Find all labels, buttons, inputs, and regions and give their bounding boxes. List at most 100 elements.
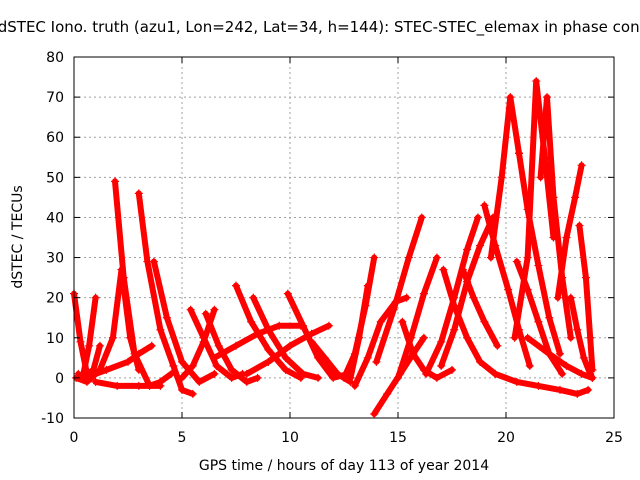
data-point (579, 353, 588, 362)
data-point (253, 373, 262, 382)
data-point (111, 177, 120, 186)
data-point (588, 365, 597, 374)
series-arc-9 (178, 305, 219, 382)
series-arc-13 (249, 293, 323, 382)
y-axis-label-wrap: dSTEC / TECUs (10, 185, 26, 288)
data-point (102, 365, 111, 374)
data-point (402, 293, 411, 302)
series-line (576, 222, 596, 373)
data-point (188, 361, 197, 370)
data-point (363, 281, 372, 290)
data-point (149, 257, 158, 266)
series-arc-30 (486, 93, 523, 262)
data-point (242, 377, 251, 386)
data-point (450, 325, 459, 334)
data-point (188, 389, 197, 398)
data-point (227, 365, 236, 374)
data-point (584, 385, 593, 394)
data-point (156, 381, 165, 390)
data-point (95, 341, 104, 350)
data-point (76, 337, 85, 346)
data-point (275, 321, 284, 330)
data-point (394, 373, 402, 382)
series-arc-38 (491, 369, 593, 398)
data-point (432, 253, 441, 262)
axis-ticks: 0 5 10 15 20 25 -10 0 10 20 30 40 50 60 70 80 (41, 50, 623, 446)
data-point (178, 357, 186, 366)
data-point (281, 365, 290, 374)
y-tick-label: -10 (41, 411, 64, 427)
series-arc-33 (536, 93, 575, 342)
data-point (523, 253, 532, 262)
data-point (346, 373, 355, 382)
data-point (523, 285, 532, 294)
data-point (383, 389, 392, 398)
series-line (135, 190, 196, 397)
data-point (480, 317, 489, 326)
series-layer (70, 77, 597, 418)
y-tick-label: 20 (46, 291, 64, 307)
data-point (562, 361, 571, 370)
series-arc-4 (111, 177, 176, 390)
data-point (439, 265, 448, 274)
data-point (545, 313, 554, 322)
data-point (355, 333, 364, 342)
y-tick-label: 40 (46, 210, 64, 226)
data-point (566, 293, 575, 302)
data-point (91, 377, 100, 386)
data-point (419, 333, 428, 342)
data-point (480, 201, 489, 210)
data-point (493, 341, 502, 350)
data-point (264, 345, 273, 354)
data-point (249, 293, 258, 302)
series-arc-6 (149, 257, 219, 386)
data-point (307, 337, 316, 346)
x-tick-label: 15 (389, 430, 407, 446)
data-point (85, 341, 94, 350)
data-point (214, 341, 223, 350)
data-point (370, 253, 379, 262)
y-tick-label: 60 (46, 130, 64, 146)
data-point (210, 369, 219, 378)
data-point (581, 273, 590, 282)
data-point (264, 357, 273, 366)
data-point (573, 325, 582, 334)
data-point (169, 361, 178, 370)
data-point (210, 305, 219, 314)
series-arc-28 (458, 265, 502, 350)
data-point (577, 369, 586, 378)
series-line (554, 162, 585, 301)
data-point (232, 281, 240, 290)
data-point (186, 305, 195, 314)
data-point (476, 241, 485, 250)
data-point (419, 289, 428, 298)
data-point (525, 361, 534, 370)
data-point (307, 329, 316, 338)
y-tick-label: 10 (46, 331, 64, 347)
data-point (242, 369, 251, 378)
data-point (450, 301, 459, 310)
data-point (469, 293, 478, 302)
data-point (91, 293, 100, 302)
y-tick-label: 80 (46, 50, 64, 66)
data-point (463, 245, 472, 254)
x-tick-label: 25 (605, 430, 623, 446)
data-point (571, 193, 580, 202)
data-point (108, 333, 117, 342)
data-point (286, 341, 294, 350)
data-point (195, 377, 204, 386)
series-line (395, 254, 440, 381)
data-point (324, 321, 333, 330)
data-point (134, 189, 143, 198)
series-line (373, 214, 425, 365)
data-point (147, 341, 156, 350)
data-point (389, 305, 398, 314)
data-point (283, 289, 292, 298)
series-arc-26 (437, 213, 498, 370)
series-arc-37 (575, 221, 597, 374)
data-point (253, 329, 262, 338)
data-point (281, 353, 290, 362)
data-point (372, 357, 381, 366)
data-point (227, 373, 236, 382)
